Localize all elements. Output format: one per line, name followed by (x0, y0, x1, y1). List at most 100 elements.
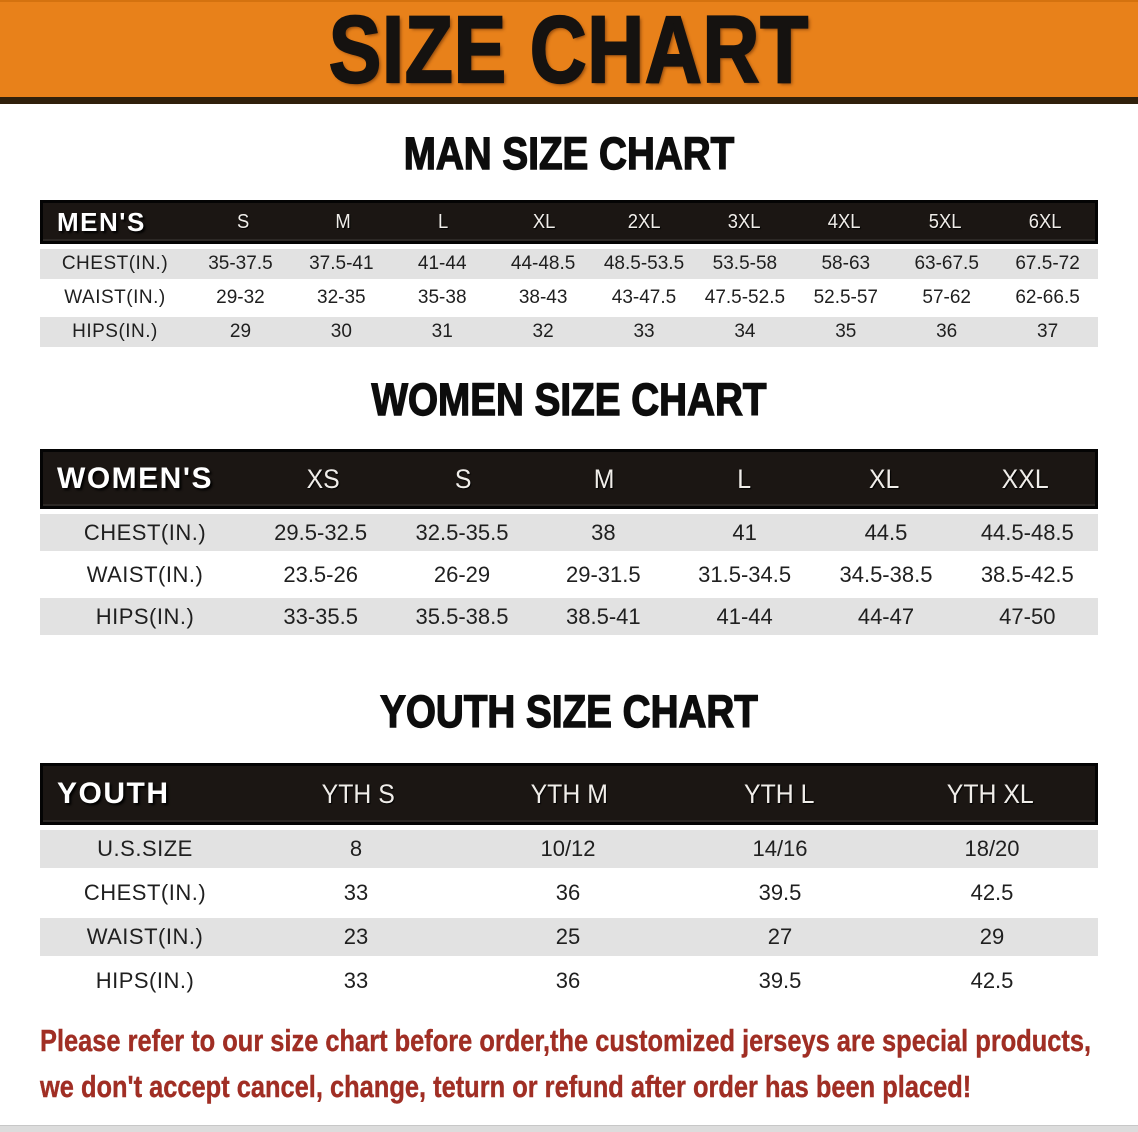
size-cell: 39.5 (758, 968, 802, 993)
size-column-header: XL (869, 463, 900, 494)
size-cell: 57-62 (922, 287, 971, 308)
size-column-header: 4XL (828, 210, 861, 233)
size-cell: 38 (591, 519, 616, 545)
size-cell: 29-31.5 (566, 561, 641, 587)
youth-table-row: HIPS(IN.) 33 36 39.5 42.5 (40, 962, 1098, 1000)
women-table-header-label: WOMEN'S (57, 462, 213, 495)
row-label: WAIST(IN.) (64, 287, 166, 308)
size-column-header: XS (306, 463, 340, 494)
size-cell: 36 (936, 321, 958, 342)
size-cell: 23.5-26 (283, 561, 358, 587)
size-cell: 53.5-58 (712, 253, 778, 274)
size-column-header: L (438, 210, 449, 233)
size-cell: 29.5-32.5 (274, 519, 368, 545)
size-cell: 31 (431, 321, 453, 342)
size-cell: 29-32 (216, 287, 265, 308)
size-cell: 41-44 (417, 253, 467, 274)
size-cell: 39.5 (758, 880, 802, 905)
bottom-strip (0, 1125, 1138, 1132)
size-cell: 42.5 (970, 968, 1014, 993)
size-cell: 29 (229, 321, 252, 342)
size-cell: 37 (1037, 321, 1059, 342)
size-cell: 36 (555, 968, 581, 993)
banner-title: SIZE CHART (328, 0, 810, 103)
size-cell: 18/20 (964, 836, 1020, 861)
size-cell: 34.5-38.5 (839, 561, 933, 587)
size-cell: 8 (349, 836, 363, 861)
size-column-header: YTH L (744, 778, 815, 809)
size-column-header: XL (532, 210, 556, 233)
row-label: CHEST(IN.) (61, 253, 169, 274)
size-cell: 32.5-35.5 (415, 519, 509, 545)
size-column-header: YTH S (321, 778, 395, 809)
size-cell: 44.5 (864, 519, 908, 545)
youth-table-row: U.S.SIZE 8 10/12 14/16 18/20 (40, 830, 1098, 868)
size-column-header: XXL (1001, 463, 1049, 494)
size-column-header: M (335, 210, 351, 233)
row-label: U.S.SIZE (97, 836, 193, 861)
footer-disclaimer-line2: we don't accept cancel, change, teturn o… (40, 1069, 972, 1104)
size-cell: 58-63 (821, 253, 871, 274)
women-table-header: WOMEN'S XS S M L XL XXL (40, 449, 1098, 509)
size-cell: 35.5-38.5 (415, 603, 509, 629)
size-column-header: L (737, 463, 752, 494)
youth-table-header-label: YOUTH (57, 777, 170, 810)
women-table-row: CHEST(IN.) 29.5-32.5 32.5-35.5 38 41 44.5 44.5… (40, 514, 1098, 551)
youth-size-table: YOUTH YTH S YTH M YTH L YTH XL U.S.SIZE 8 10/12… (40, 763, 1098, 1000)
women-table-row: WAIST(IN.) 23.5-26 26-29 29-31.5 31.5-34.5 34… (40, 556, 1098, 593)
size-cell: 33 (343, 880, 369, 905)
size-column-header: S (236, 210, 250, 233)
row-label: HIPS(IN.) (95, 603, 195, 629)
row-label: CHEST(IN.) (83, 519, 207, 545)
size-cell: 33 (343, 968, 369, 993)
men-table-header: MEN'S S M L XL 2XL 3XL 4XL 5XL 6XL (40, 200, 1098, 244)
size-cell: 25 (555, 924, 581, 949)
size-cell: 47.5-52.5 (704, 287, 786, 308)
men-size-table: MEN'S S M L XL 2XL 3XL 4XL 5XL 6XL CHEST(IN.) 35-37… (40, 200, 1098, 347)
women-size-table: WOMEN'S XS S M L XL XXL CHEST(IN.) 29.5-32.5 32.5… (40, 449, 1098, 635)
size-cell: 43-47.5 (611, 287, 677, 308)
size-cell: 47-50 (999, 603, 1056, 629)
women-table-row: HIPS(IN.) 33-35.5 35.5-38.5 38.5-41 41-44 44-… (40, 598, 1098, 635)
size-cell: 44-47 (857, 603, 915, 629)
youth-table-header: YOUTH YTH S YTH M YTH L YTH XL (40, 763, 1098, 825)
size-cell: 38.5-42.5 (980, 561, 1074, 587)
size-chart-banner: SIZE CHART (0, 0, 1138, 104)
size-cell: 30 (330, 321, 352, 342)
size-chart-sections: MAN SIZE CHART MEN'S S M L XL 2XL 3XL 4XL 5XL 6XL C… (0, 127, 1138, 1000)
footer-disclaimer-line1: Please refer to our size chart before or… (40, 1023, 1092, 1058)
size-cell: 33 (633, 321, 655, 342)
size-cell: 34 (734, 321, 756, 342)
row-label: CHEST(IN.) (83, 880, 207, 905)
men-table-row: WAIST(IN.) 29-32 32-35 35-38 38-43 43-47.5 47.… (40, 283, 1098, 313)
size-cell: 27 (767, 924, 793, 949)
youth-table-row: CHEST(IN.) 33 36 39.5 42.5 (40, 874, 1098, 912)
youth-section-heading: YOUTH SIZE CHART (379, 685, 758, 737)
size-cell: 41 (732, 519, 757, 545)
size-cell: 62-66.5 (1015, 287, 1080, 308)
size-cell: 26-29 (433, 561, 491, 587)
size-cell: 63-67.5 (914, 253, 979, 274)
men-table-row: HIPS(IN.) 29 30 31 32 33 34 35 36 37 (40, 317, 1098, 347)
size-column-header: 3XL (727, 210, 761, 233)
size-cell: 44-48.5 (510, 253, 576, 274)
row-label: HIPS(IN.) (95, 968, 195, 993)
size-column-header: S (455, 463, 472, 494)
size-cell: 38.5-41 (566, 603, 641, 629)
size-cell: 23 (343, 924, 369, 949)
size-cell: 29 (979, 924, 1005, 949)
size-cell: 35-37.5 (208, 253, 273, 274)
footer-disclaimer: Please refer to our size chart before or… (40, 1018, 1092, 1110)
row-label: WAIST(IN.) (86, 561, 204, 587)
men-table-row: CHEST(IN.) 35-37.5 37.5-41 41-44 44-48.5 48.5… (40, 249, 1098, 279)
size-cell: 42.5 (970, 880, 1014, 905)
size-cell: 67.5-72 (1015, 253, 1080, 274)
size-column-header: YTH M (530, 778, 608, 809)
size-cell: 44.5-48.5 (980, 519, 1074, 545)
men-section-heading: MAN SIZE CHART (403, 127, 735, 179)
size-cell: 52.5-57 (813, 287, 879, 308)
size-column-header: 2XL (627, 210, 661, 233)
size-column-header: YTH XL (946, 778, 1034, 809)
youth-table-row: WAIST(IN.) 23 25 27 29 (40, 918, 1098, 956)
men-table-header-label: MEN'S (57, 206, 146, 237)
